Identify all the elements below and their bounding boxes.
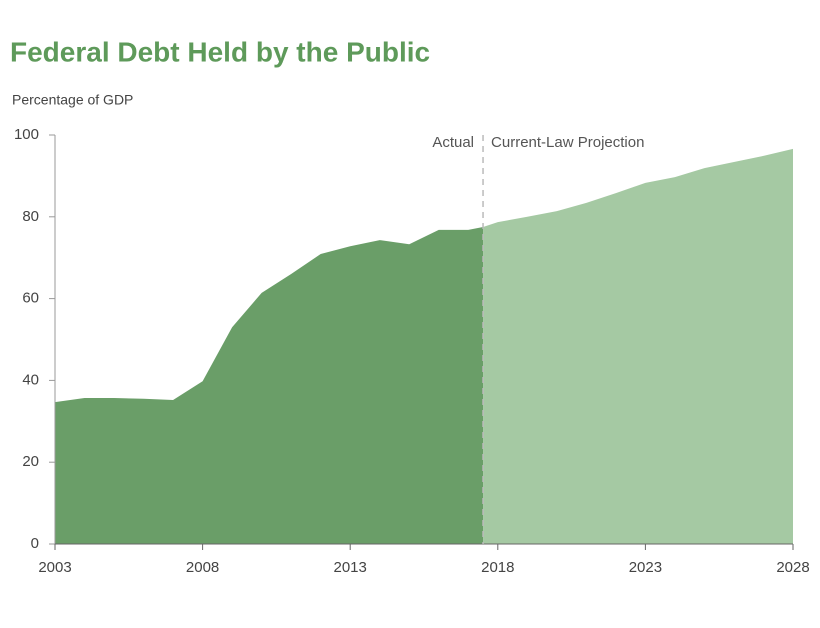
y-tick-label: 0	[31, 535, 39, 552]
chart-title: Federal Debt Held by the Public	[10, 36, 430, 67]
y-tick-label: 80	[22, 208, 39, 225]
x-tick-label: 2003	[38, 559, 71, 576]
y-tick-label: 20	[22, 453, 39, 470]
area	[483, 148, 793, 544]
x-tick-label: 2013	[334, 559, 367, 576]
x-tick-label: 2008	[186, 559, 219, 576]
y-tick-label: 60	[22, 290, 39, 307]
x-tick-label: 2018	[481, 559, 514, 576]
x-tick-label: 2023	[629, 559, 662, 576]
area	[55, 227, 484, 544]
x-tick-label: 2028	[776, 559, 809, 576]
y-tick-label: 40	[22, 371, 39, 388]
legend-label: Actual	[432, 134, 474, 151]
legend-label: Current-Law Projection	[491, 134, 644, 151]
y-axis-label: Percentage of GDP	[12, 92, 133, 108]
y-tick-label: 100	[14, 126, 39, 143]
